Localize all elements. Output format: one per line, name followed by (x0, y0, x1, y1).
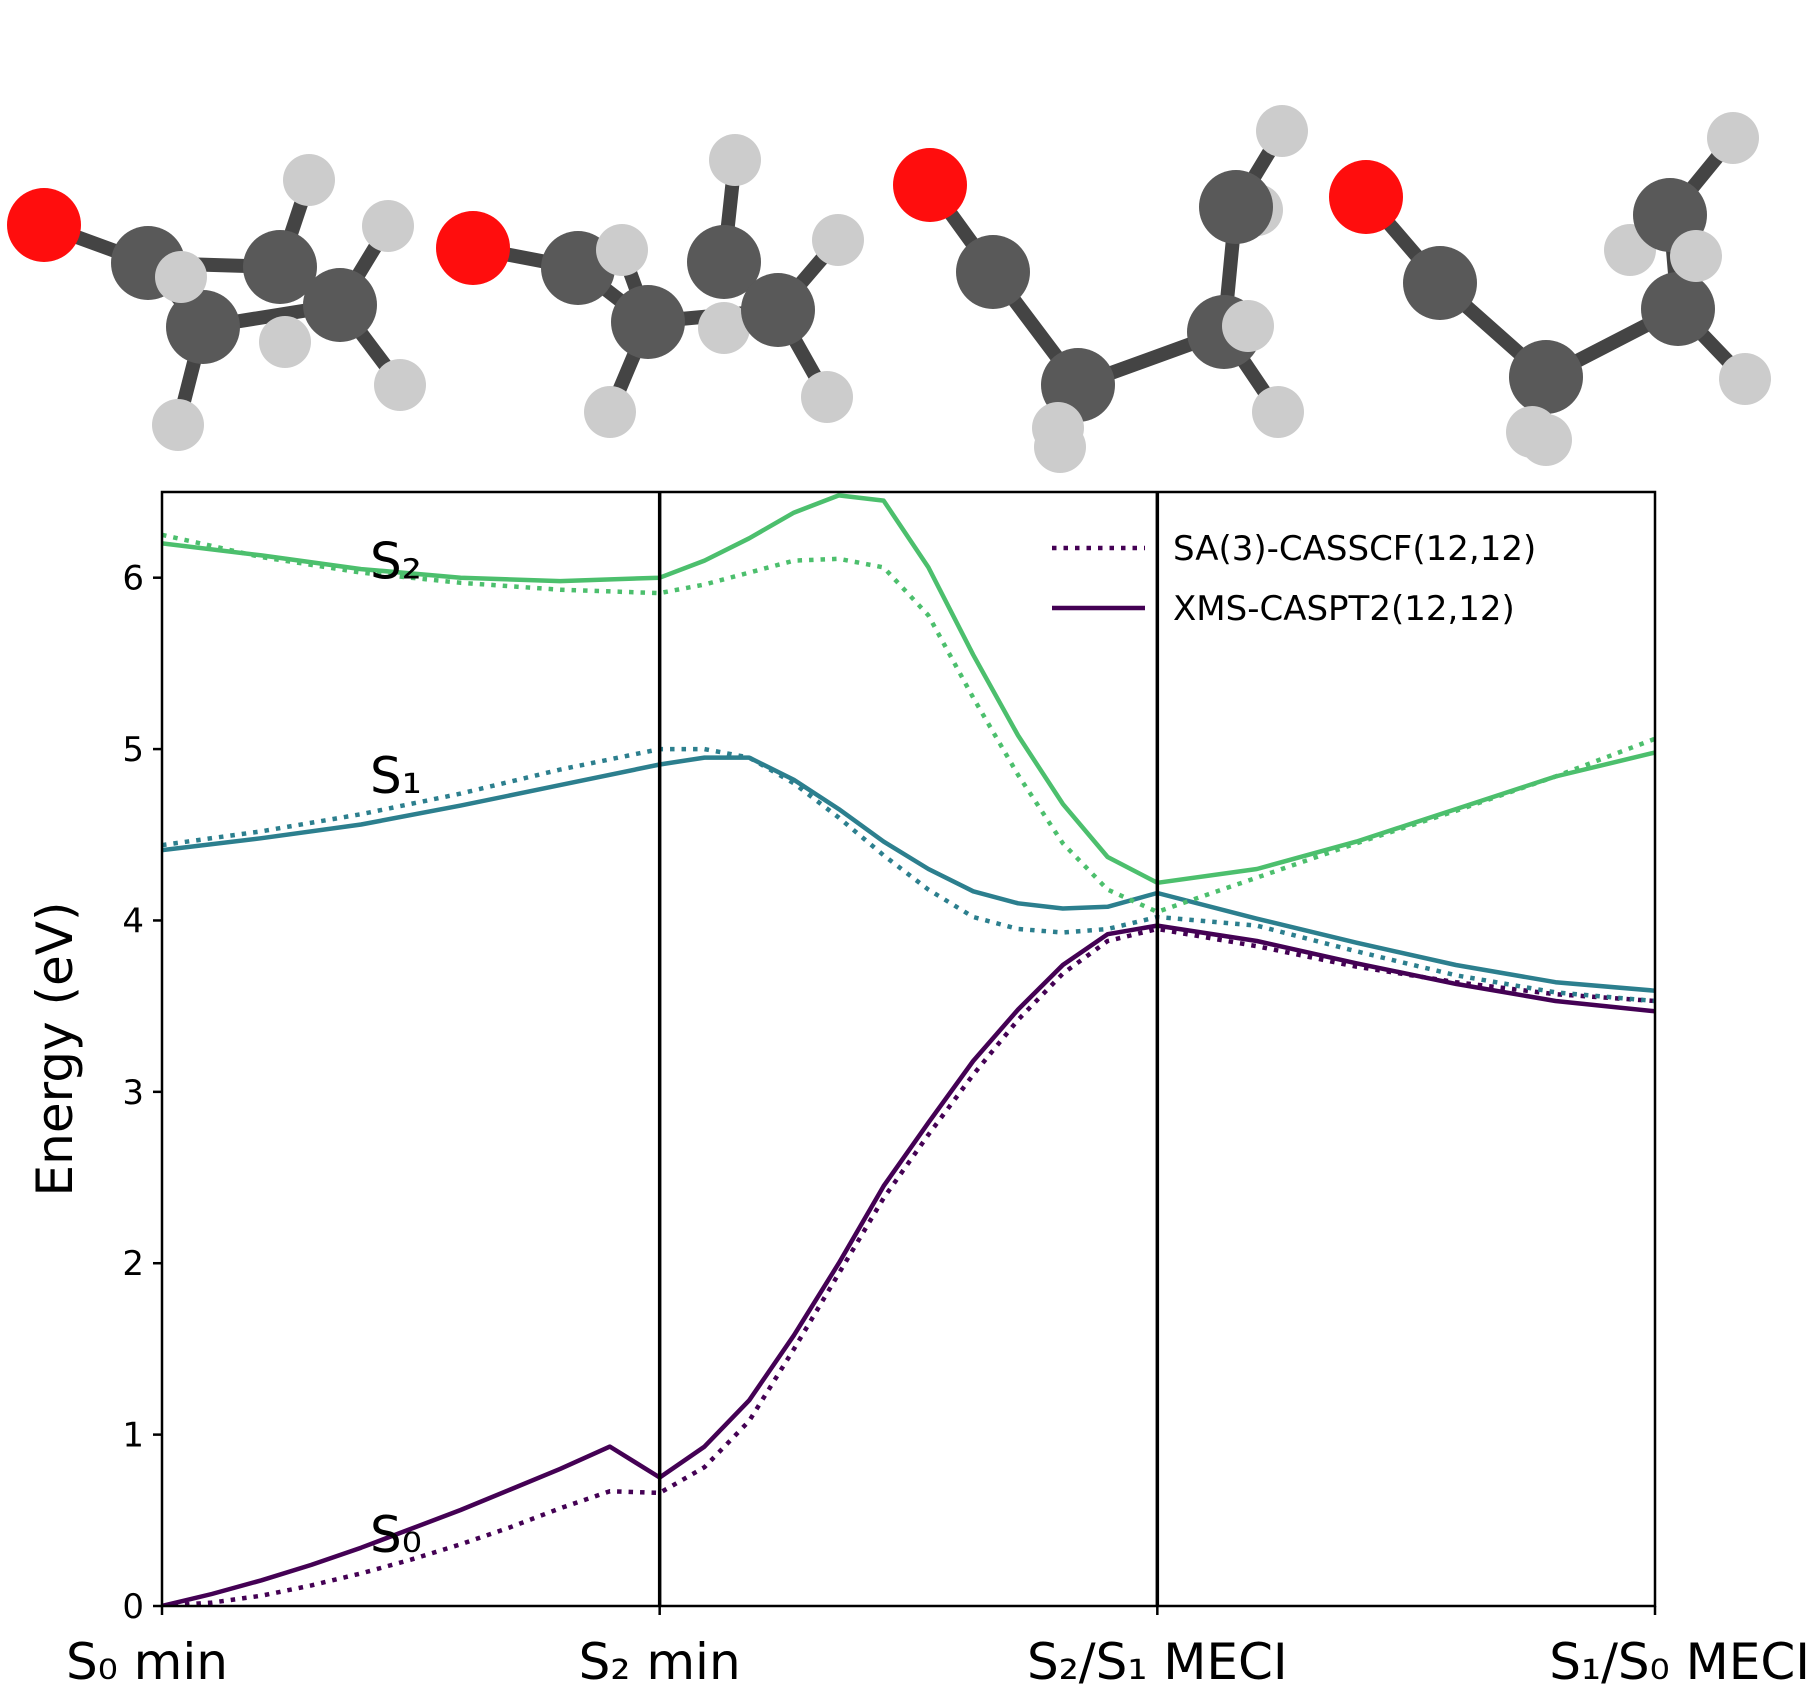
y-tick-label: 3 (122, 1073, 144, 1113)
plot-area: 0 1 2 3 4 5 6 S₀ min S₂ min S₂/S₁ MECI S₁/S₀ MECI… (26, 490, 1810, 1691)
series-s0-solid (162, 923, 1655, 1606)
y-tick-label: 5 (122, 730, 144, 770)
y-axis-ticks: 0 1 2 3 4 5 6 (122, 559, 162, 1627)
series-s1-dotted (162, 746, 1655, 1004)
series-group (162, 493, 1655, 1606)
series-s1-solid (162, 755, 1655, 993)
legend: SA(3)-CASSCF(12,12) XMS-CASPT2(12,12) (1052, 529, 1536, 629)
series-s2-dotted (162, 532, 1655, 915)
y-tick-label: 6 (122, 559, 144, 599)
section-dividers (657, 492, 1160, 1606)
series-s0-dotted (162, 926, 1655, 1606)
state-label: S₂ (370, 533, 422, 591)
y-tick-label: 1 (122, 1416, 144, 1456)
y-tick-label: 0 (122, 1587, 144, 1627)
x-category-label: S₀ min (66, 1633, 228, 1691)
y-axis-label: Energy (eV) (26, 902, 84, 1197)
molecule-s0-min (7, 154, 426, 451)
x-category-label: S₂/S₁ MECI (1027, 1633, 1288, 1691)
x-category-label: S₂ min (579, 1633, 741, 1691)
legend-label: SA(3)-CASSCF(12,12) (1173, 529, 1536, 569)
y-tick-label: 4 (122, 901, 144, 941)
state-labels: S₂ S₁ S₀ (370, 533, 422, 1564)
state-label: S₁ (370, 747, 422, 805)
molecule-illustrations (7, 105, 1771, 473)
state-label: S₀ (370, 1506, 422, 1564)
molecule-s2s1-meci (893, 105, 1308, 473)
axes-frame (160, 490, 1657, 1608)
y-tick-label: 2 (122, 1244, 144, 1284)
series-s2-solid (162, 493, 1655, 886)
legend-label: XMS-CASPT2(12,12) (1173, 589, 1515, 629)
x-axis-ticks: S₀ min S₂ min S₂/S₁ MECI S₁/S₀ MECI (66, 1606, 1810, 1691)
molecule-s2-min (436, 134, 864, 438)
x-category-label: S₁/S₀ MECI (1549, 1633, 1810, 1691)
molecule-s1s0-meci (1329, 112, 1771, 466)
